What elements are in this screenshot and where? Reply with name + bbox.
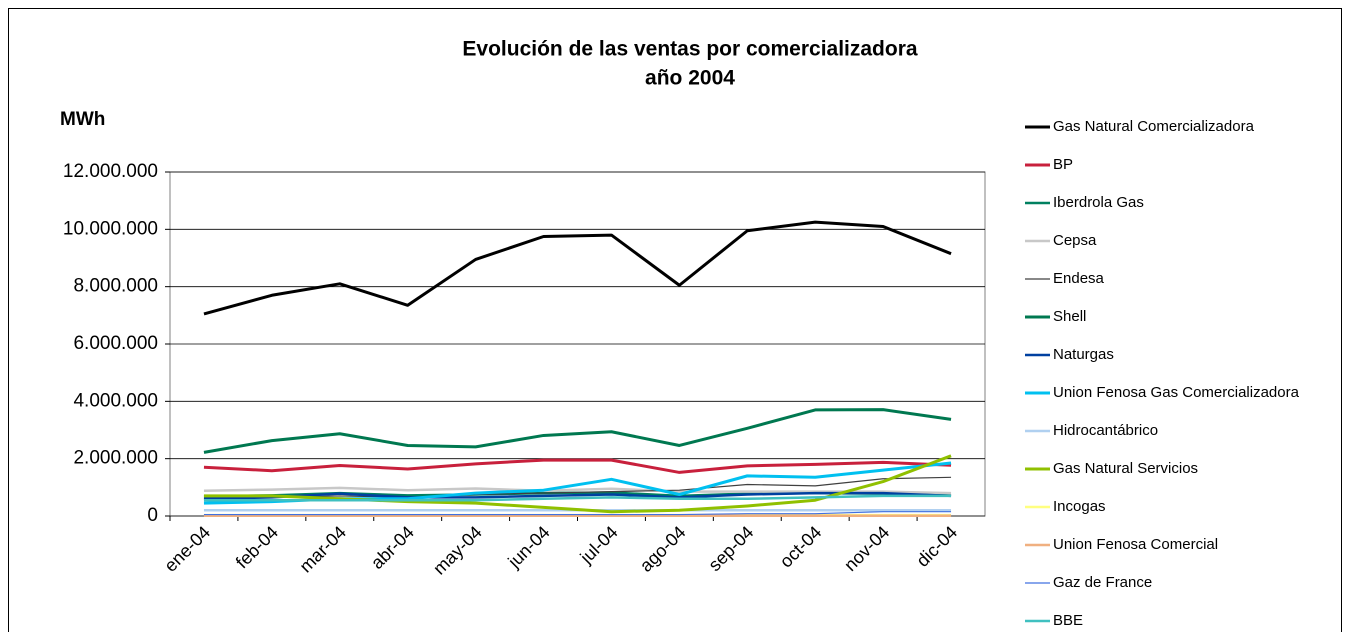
legend-label: Shell [1053,308,1086,325]
y-tick-label: 0 [147,505,158,526]
legend-label: Gaz de France [1053,574,1152,591]
legend-label: Gas Natural Servicios [1053,460,1198,477]
y-tick-label: 4.000.000 [73,390,158,411]
series-line [203,220,952,316]
series-line [203,476,952,500]
chart-border [8,8,1342,632]
chart-title: año 2004 [645,67,735,90]
chart-title: Evolución de las ventas por comercializa… [462,38,917,61]
series-line [203,458,952,474]
x-tick-label: abr-04 [367,522,418,573]
y-tick-label: 12.000.000 [63,161,158,182]
x-tick-label: feb-04 [232,522,282,572]
series-line [203,486,952,495]
legend-label: Iberdrola Gas [1053,194,1144,211]
legend-label: Incogas [1053,498,1106,515]
legend-label: Union Fenosa Comercial [1053,536,1218,553]
x-tick-label: oct-04 [776,522,826,572]
x-tick-label: sep-04 [704,522,757,575]
y-tick-label: 6.000.000 [73,333,158,354]
y-tick-label: 8.000.000 [73,276,158,297]
x-tick-label: ago-04 [636,522,690,576]
y-axis-label: MWh [60,109,105,130]
x-tick-label: may-04 [429,522,486,579]
legend-label: Gas Natural Comercializadora [1053,118,1255,135]
legend-label: Hidrocantábrico [1053,422,1158,439]
x-tick-label: ene-04 [160,522,214,576]
legend-label: Endesa [1053,270,1105,287]
x-tick-label: mar-04 [296,522,350,576]
legend-label: BP [1053,156,1073,173]
x-tick-label: nov-04 [840,522,893,575]
series-line [203,408,952,454]
x-tick-label: jul-04 [576,522,622,568]
series-line [203,494,952,502]
y-tick-label: 10.000.000 [63,218,158,239]
x-tick-label: jun-04 [503,522,553,572]
series-line [203,511,952,516]
y-tick-label: 2.000.000 [73,448,158,469]
legend-label: BBE [1053,612,1083,629]
legend-label: Union Fenosa Gas Comercializadora [1053,384,1300,401]
series-line [203,491,952,501]
legend-label: Naturgas [1053,346,1114,363]
x-tick-label: dic-04 [912,522,961,571]
legend-label: Cepsa [1053,232,1097,249]
